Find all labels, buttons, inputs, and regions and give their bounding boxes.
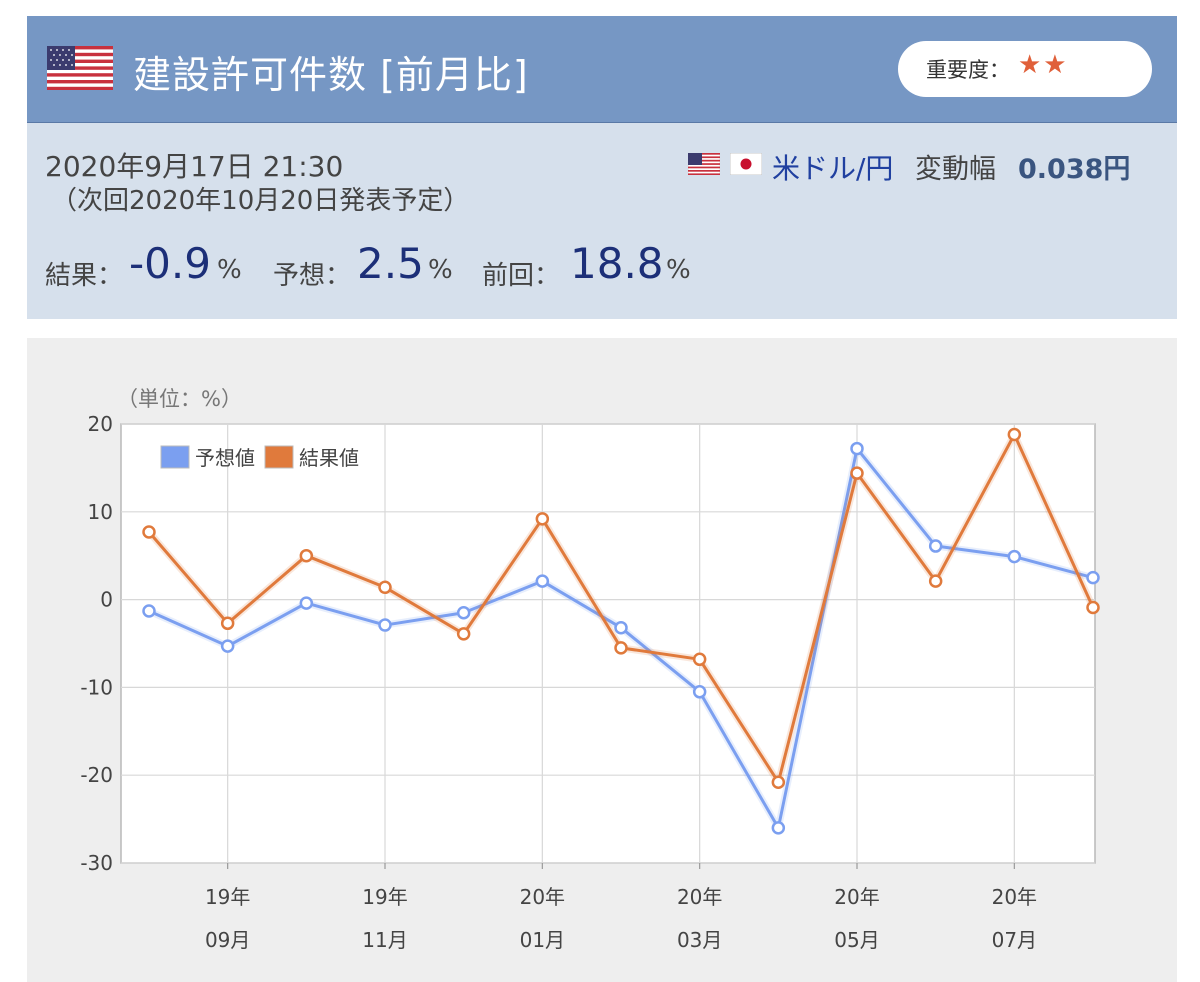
result-label: 結果： xyxy=(45,261,124,291)
legend-label-result: 結果値 xyxy=(299,446,359,470)
x-tick-month: 07月 xyxy=(992,928,1037,952)
data-point-forecast xyxy=(850,441,864,456)
importance-badge: 重要度： ★★ xyxy=(898,41,1152,97)
x-tick-year: 19年 xyxy=(205,885,250,909)
x-tick-year: 20年 xyxy=(992,885,1037,909)
page-title: 建設許可件数 [前月比] xyxy=(133,53,529,97)
data-point-result xyxy=(535,512,550,526)
x-tick-year: 20年 xyxy=(677,885,722,909)
data-point-result xyxy=(378,580,392,595)
release-datetime: 2020年9月17日 21:30 xyxy=(45,150,344,183)
data-point-result xyxy=(1086,600,1100,615)
us-flag-icon xyxy=(47,46,113,90)
data-point-forecast xyxy=(928,539,943,553)
y-tick-label: 10 xyxy=(88,500,113,524)
data-point-result xyxy=(692,652,707,667)
range-value: 0.038円 xyxy=(1018,154,1131,185)
data-point-forecast xyxy=(1007,549,1022,564)
x-tick-year: 20年 xyxy=(520,885,565,909)
chart-panel: （単位：%） 20 10 0 -10 -20 -30 19年 09月 19年 11月 20年 01月 2… xyxy=(27,338,1177,982)
us-flag-icon xyxy=(688,153,720,175)
x-tick-month: 11月 xyxy=(362,928,407,952)
y-tick-label: -20 xyxy=(80,763,113,787)
legend-swatch-result xyxy=(264,445,294,469)
legend-label-forecast: 予想値 xyxy=(195,446,255,470)
data-point-forecast xyxy=(142,604,156,618)
previous-value: 18.8 xyxy=(570,239,664,288)
x-tick-year: 20年 xyxy=(834,885,879,909)
result-unit: % xyxy=(217,255,242,285)
data-point-forecast xyxy=(771,821,786,835)
indicator-header: 建設許可件数 [前月比] 重要度： ★★ xyxy=(27,16,1177,123)
forecast-value: 2.5 xyxy=(357,239,424,288)
forecast-unit: % xyxy=(428,255,453,285)
data-point-result xyxy=(928,574,943,588)
data-point-result xyxy=(771,775,786,789)
next-release: （次回2020年10月20日発表予定） xyxy=(51,186,470,216)
plot-area xyxy=(120,423,1096,864)
x-tick-month: 03月 xyxy=(677,928,722,952)
data-point-forecast xyxy=(692,685,707,699)
currency-pair-link[interactable]: 米ドル/円 xyxy=(772,152,894,185)
data-point-forecast xyxy=(614,620,628,635)
jp-flag-icon xyxy=(730,153,762,175)
data-point-result xyxy=(1007,427,1022,442)
x-tick-year: 19年 xyxy=(362,885,407,909)
y-tick-label: 0 xyxy=(100,588,113,612)
unit-label: （単位：%） xyxy=(117,387,242,411)
previous-unit: % xyxy=(666,255,691,285)
importance-stars: ★★ xyxy=(1018,50,1069,80)
y-tick-label: 20 xyxy=(88,412,113,436)
data-point-result xyxy=(456,627,471,641)
result-value: -0.9 xyxy=(129,239,211,288)
data-point-forecast xyxy=(1086,570,1100,585)
y-tick-label: -10 xyxy=(80,675,113,699)
data-point-result xyxy=(220,616,235,631)
data-point-forecast xyxy=(456,606,471,620)
importance-label: 重要度： xyxy=(926,58,1010,82)
forecast-label: 予想： xyxy=(273,261,352,291)
y-tick-label: -30 xyxy=(80,851,113,875)
previous-label: 前回： xyxy=(482,261,561,291)
x-tick-month: 01月 xyxy=(520,928,565,952)
data-point-result xyxy=(614,641,628,655)
data-point-forecast xyxy=(299,596,314,610)
x-tick-month: 05月 xyxy=(834,928,879,952)
release-info-panel: 2020年9月17日 21:30 （次回2020年10月20日発表予定） 米ドル… xyxy=(27,123,1177,319)
x-tick-month: 09月 xyxy=(205,928,250,952)
data-point-forecast xyxy=(220,639,235,653)
line-chart: 20 10 0 -10 -20 -30 19年 09月 19年 11月 20年 01月 20年 03月 20… xyxy=(80,412,1100,952)
data-point-forecast xyxy=(378,618,392,632)
legend-swatch-forecast xyxy=(160,445,190,469)
data-point-result xyxy=(299,548,314,563)
data-point-forecast xyxy=(535,574,550,588)
data-point-result xyxy=(850,466,864,480)
data-point-result xyxy=(142,525,156,539)
range-label: 変動幅 xyxy=(915,154,996,185)
